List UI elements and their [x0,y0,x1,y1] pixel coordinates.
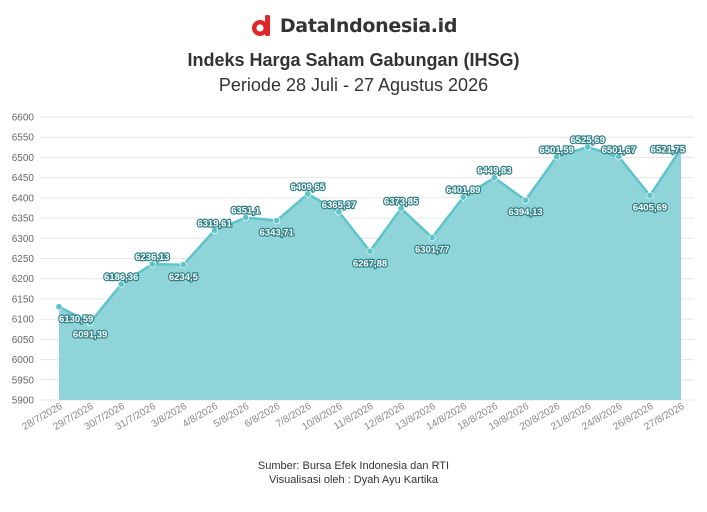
data-label: 6343,71 [260,228,295,239]
dataindonesia-logo-icon [250,14,274,38]
data-point [428,234,436,242]
data-point [179,261,187,269]
data-label: 6501,59 [539,145,573,156]
data-label: 6373,85 [384,196,419,207]
credit-note: Visualisasi oleh : Dyah Ayu Kartika [269,474,438,486]
y-tick-label: 6200 [12,274,35,285]
data-label: 6319,61 [197,218,232,229]
chart-title: Indeks Harga Saham Gabungan (IHSG) [187,50,520,70]
data-label: 6525,69 [571,135,605,146]
data-label: 6351,1 [231,206,261,217]
y-tick-label: 6100 [12,315,35,326]
data-point [584,143,592,151]
data-point [211,226,219,234]
y-tick-label: 6350 [12,214,35,225]
data-label: 6521,75 [651,145,686,156]
data-label: 6236,13 [135,252,169,263]
brand-name: DataIndonesia.id [279,15,458,37]
data-label: 6405,69 [633,203,667,214]
data-label: 6267,88 [353,258,387,269]
data-label: 6401,89 [446,185,480,196]
y-tick-label: 6500 [12,153,35,164]
data-label: 6409,65 [291,182,326,193]
data-point [335,208,343,216]
data-point [273,217,281,225]
y-tick-label: 6550 [12,133,35,144]
y-tick-label: 5900 [12,396,35,407]
data-label: 6130,59 [59,314,93,325]
data-point [117,280,125,288]
y-tick-label: 6250 [12,254,35,265]
data-point [459,193,467,201]
data-point [521,196,529,204]
data-point [86,319,94,327]
data-label: 6234,5 [169,272,199,283]
data-point [677,145,685,153]
data-point [242,214,250,222]
data-label: 6365,37 [322,200,356,211]
y-tick-label: 6150 [12,294,35,305]
y-tick-label: 6000 [12,355,35,366]
data-label: 6091,39 [73,330,107,341]
source-note: Sumber: Bursa Efek Indonesia dan RTI [257,460,450,472]
data-point [553,153,561,161]
data-point [55,303,63,311]
y-tick-label: 6300 [12,234,35,245]
data-point [490,174,498,182]
data-label: 6501,67 [602,145,636,156]
brand-header: DataIndonesia.id [0,14,707,38]
y-tick-label: 6050 [12,335,35,346]
y-tick-label: 6600 [12,113,35,124]
y-tick-label: 6400 [12,193,35,204]
area-fill [59,147,681,400]
data-point [646,192,654,200]
data-point [304,190,312,198]
data-label: 6301,77 [415,245,449,256]
data-point [148,260,156,268]
data-point [366,247,374,255]
data-label: 6394,13 [508,207,542,218]
data-label: 6449,83 [477,166,511,177]
y-tick-label: 5950 [12,375,35,386]
y-tick-label: 6450 [12,173,35,184]
data-point [615,153,623,161]
data-point [397,204,405,212]
data-label: 6186,36 [104,272,138,283]
chart-subtitle: Periode 28 Juli - 27 Agustus 2026 [218,75,489,95]
